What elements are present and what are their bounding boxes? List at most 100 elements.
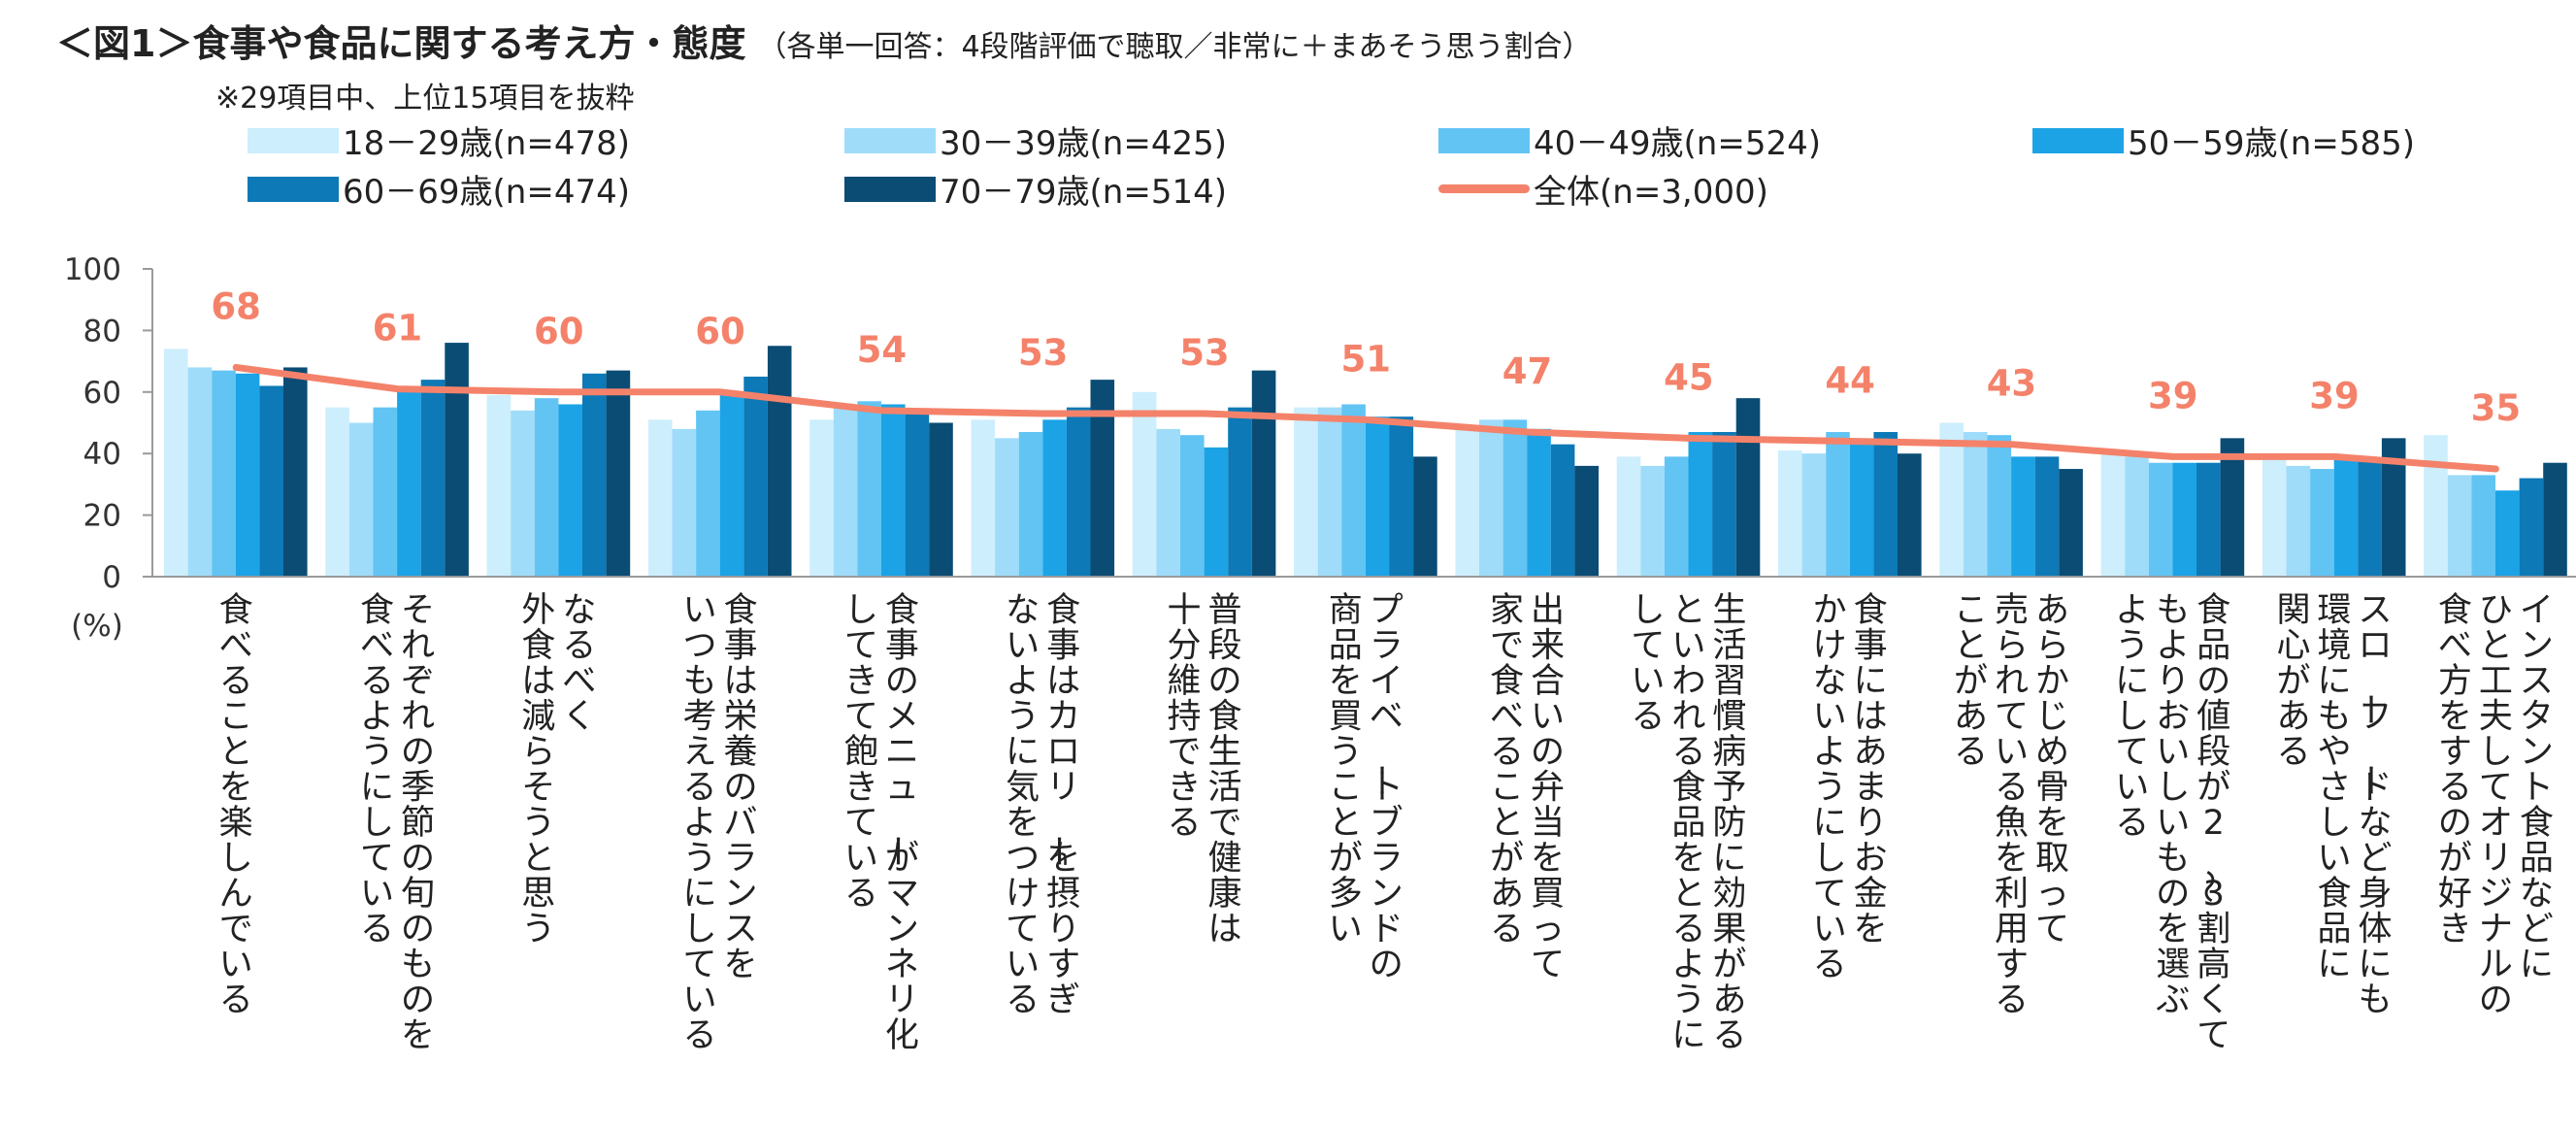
bar	[373, 407, 398, 577]
bar	[2424, 435, 2448, 577]
bar	[558, 404, 582, 577]
bar	[420, 380, 446, 577]
bar	[696, 410, 720, 577]
data-label: 51	[1341, 338, 1392, 380]
bar	[1712, 432, 1736, 577]
x-tick-label: いつも考えるようにしている	[683, 591, 717, 1055]
x-tick-label: 食事のメニューがマンネリ化	[876, 591, 919, 1055]
bar	[2220, 438, 2245, 577]
x-tick-label: ひと工夫してオリジナルの	[2479, 591, 2513, 1020]
data-label: 39	[2148, 375, 2198, 416]
y-tick-label: 60	[83, 376, 121, 411]
legend-item: 40－49歳(n=524)	[1438, 116, 1821, 164]
data-label: 35	[2471, 387, 2522, 429]
legend-item: 50－59歳(n=585)	[2032, 116, 2415, 164]
bar	[1987, 435, 2012, 577]
bar	[1228, 407, 1252, 577]
x-tick-label: 食事にはあまりお金を	[1854, 591, 1888, 949]
bar	[1640, 465, 1665, 577]
x-tick-label: スローフードなど身体にも	[2350, 591, 2393, 1020]
legend-label: 40－49歳(n=524)	[1534, 124, 1821, 163]
x-tick-label: ないように気をつけている	[1006, 591, 1040, 1020]
bar	[348, 422, 374, 577]
x-tick-label: 商品を買うことが多い	[1329, 591, 1363, 949]
bar	[1341, 404, 1366, 577]
data-label: 54	[857, 329, 908, 371]
bar	[486, 394, 512, 577]
bar	[2519, 478, 2544, 577]
bar	[1251, 370, 1276, 577]
x-tick-label: 関心がある	[2277, 591, 2311, 772]
bar	[1664, 456, 1689, 577]
legend-item: 全体(n=3,000)	[1438, 165, 1768, 213]
legend-label: 18－29歳(n=478)	[343, 124, 630, 163]
x-tick-label: 出来合いの弁当を買って	[1531, 591, 1565, 984]
bar	[235, 373, 260, 577]
bar	[905, 413, 930, 577]
bar	[511, 410, 535, 577]
bar	[1294, 407, 1318, 577]
legend-label: 50－59歳(n=585)	[2128, 124, 2415, 163]
bar	[2034, 456, 2060, 577]
bar	[1042, 419, 1067, 577]
bar	[1778, 450, 1802, 577]
bar	[212, 370, 236, 577]
legend-swatch	[844, 176, 936, 202]
bar	[2333, 456, 2359, 577]
data-label: 53	[1018, 332, 1069, 374]
y-tick-label: 80	[83, 314, 121, 349]
data-label: 45	[1664, 356, 1714, 398]
x-tick-label: 食べ方をするのが好き	[2438, 591, 2472, 949]
bar	[2196, 462, 2221, 577]
bar	[283, 367, 308, 577]
bar	[1090, 380, 1115, 577]
x-tick-label: 環境にもやさしい食品に	[2318, 591, 2352, 984]
bar	[2471, 475, 2495, 577]
bar	[672, 428, 697, 577]
bar	[767, 346, 792, 577]
data-label: 60	[534, 311, 584, 352]
bar	[2495, 490, 2520, 577]
x-tick-label: といわれる食品をとるように	[1671, 591, 1705, 1055]
x-tick-label: 食品の値段が 2 ～3 割高くて	[2188, 591, 2230, 1055]
x-tick-label: もよりおいしいものを選ぶ	[2156, 591, 2190, 1020]
data-label: 39	[2309, 375, 2360, 416]
bar	[1180, 435, 1205, 577]
bar	[325, 407, 349, 577]
x-tick-label: 売られている魚を利用する	[1995, 591, 2029, 1020]
bar	[2262, 456, 2287, 577]
y-tick-label: 40	[83, 437, 121, 472]
bar	[719, 394, 744, 577]
bar	[187, 367, 213, 577]
x-tick-label: インスタント食品などに	[2520, 591, 2554, 984]
bar	[1574, 465, 1599, 577]
bar	[164, 349, 188, 577]
bar	[582, 373, 607, 577]
legend-label: 全体(n=3,000)	[1534, 173, 1768, 212]
legend-swatch	[248, 176, 339, 202]
chart-title: ＜図1＞食事や食品に関する考え方・態度 （各単一回答：4段階評価で聴取／非常に＋ま…	[56, 14, 1592, 67]
bar	[259, 385, 283, 577]
bar	[857, 401, 881, 577]
bar	[2059, 469, 2083, 577]
chart-footnote: ※29項目中、上位15項目を抜粋	[215, 82, 635, 116]
x-tick-label: 外食は減らそうと思う	[521, 591, 555, 949]
bar	[971, 419, 996, 577]
data-label: 43	[1987, 363, 2037, 405]
data-label: 47	[1503, 350, 1553, 392]
data-label: 60	[695, 311, 745, 352]
bar	[1389, 416, 1414, 577]
x-tick-label: なるべく	[562, 591, 596, 737]
legend-label: 30－39歳(n=425)	[940, 124, 1227, 163]
x-tick-label: 食事は栄養のバランスを	[724, 591, 758, 984]
bar	[2543, 462, 2567, 577]
bar	[1735, 398, 1761, 577]
bar	[2286, 465, 2311, 577]
bar	[1801, 453, 1827, 577]
y-axis-label: (%)	[71, 609, 123, 644]
legend-label: 70－79歳(n=514)	[940, 173, 1227, 212]
bar	[1365, 416, 1390, 577]
bar	[2011, 456, 2035, 577]
bar	[1939, 422, 1964, 577]
